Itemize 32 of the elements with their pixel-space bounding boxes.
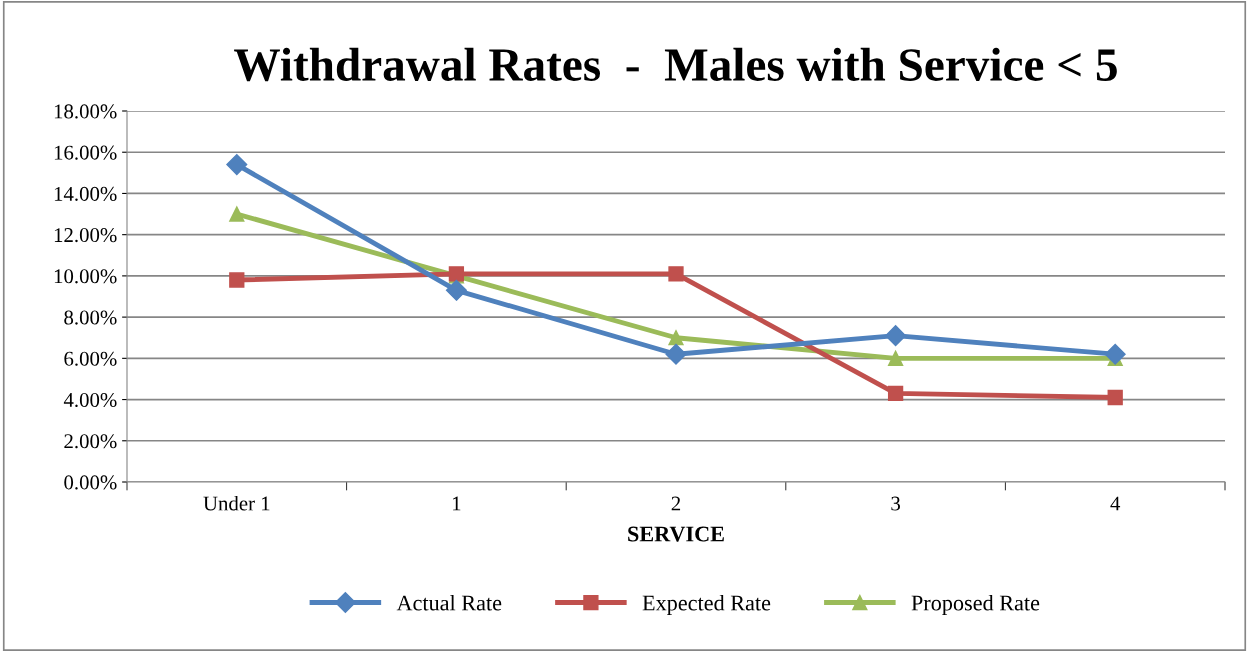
point	[887, 350, 904, 366]
point	[665, 343, 687, 365]
x-tick-label: 2	[671, 496, 681, 511]
point	[885, 325, 907, 347]
y-tick-label: 12.00%	[54, 228, 117, 243]
y-tick-label: 0.00%	[64, 475, 117, 490]
point	[668, 266, 684, 282]
point	[229, 272, 245, 288]
chart-title: Withdrawal Rates - Males with Service < 5	[234, 47, 1117, 82]
x-tick-label: 3	[891, 496, 900, 511]
x-tick-label: Under 1	[203, 495, 270, 511]
point	[445, 279, 467, 301]
y-tick-label: 16.00%	[54, 145, 117, 160]
y-tick-label: 18.00%	[54, 104, 117, 119]
y-tick-label: 4.00%	[63, 392, 117, 408]
legend-label: Proposed Rate	[911, 594, 1040, 616]
x-axis-title: SERVICE	[628, 526, 724, 542]
x-tick-label: 1	[453, 496, 461, 511]
point	[1107, 389, 1123, 406]
point	[887, 385, 904, 402]
y-tick-label: 6.00%	[64, 351, 117, 366]
x-tick-label: 4	[1110, 496, 1121, 511]
y-tick-label: 8.00%	[64, 310, 117, 325]
y-tick-label: 2.00%	[64, 434, 117, 449]
point	[668, 330, 684, 346]
y-tick-label: 10.00%	[54, 269, 117, 284]
point	[1104, 343, 1126, 365]
y-tick-label: 14.00%	[54, 186, 117, 201]
point	[226, 154, 248, 176]
legend-label: Actual Rate	[396, 594, 502, 611]
point	[229, 206, 245, 222]
legend-label: Expected Rate	[642, 594, 771, 616]
